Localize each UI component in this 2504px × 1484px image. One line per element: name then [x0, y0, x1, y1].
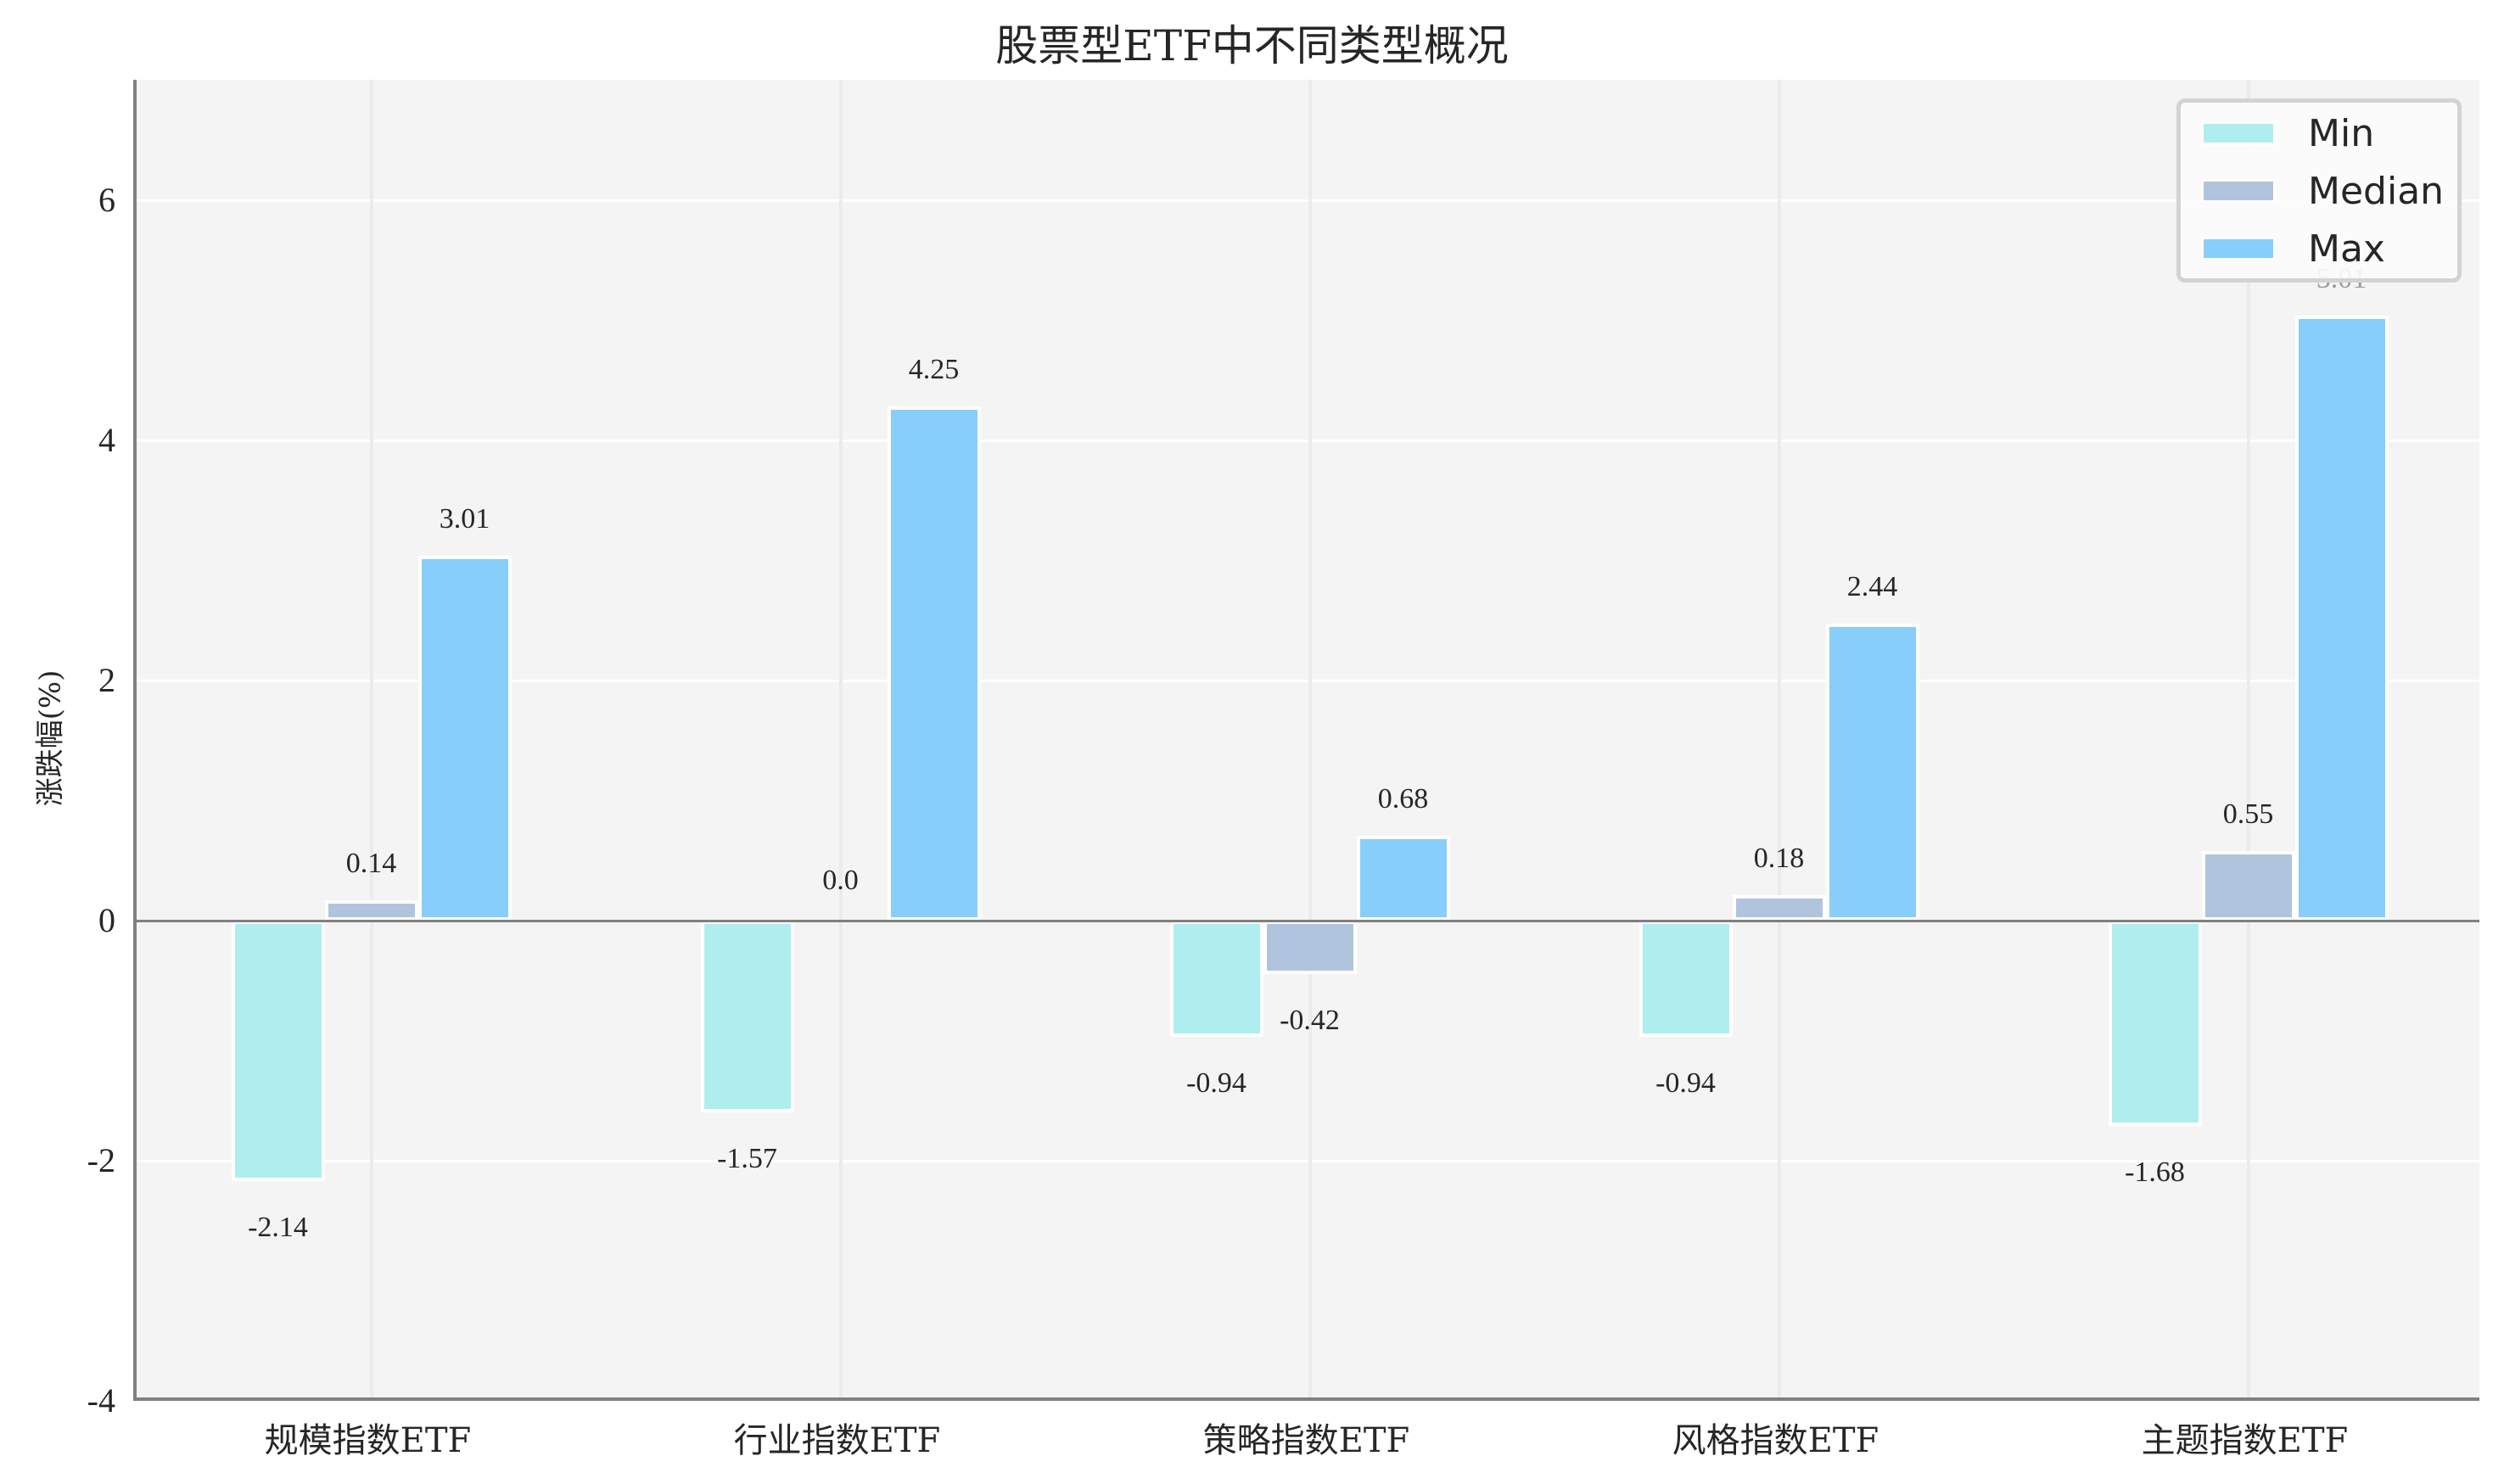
v-gridline	[2246, 80, 2250, 1397]
legend-item-min: Min	[2201, 112, 2374, 155]
bar-median	[1263, 920, 1357, 975]
bar-max	[887, 406, 981, 921]
value-label: -0.42	[1280, 1005, 1340, 1037]
value-label: -1.68	[2125, 1156, 2185, 1188]
x-tick-label: 主题指数ETF	[2141, 1421, 2349, 1460]
value-label: 0.55	[2222, 798, 2274, 830]
value-label: -1.57	[717, 1143, 777, 1175]
legend-label-min: Min	[2308, 111, 2375, 155]
value-label: 2.44	[1846, 571, 1898, 603]
bar-min	[1639, 920, 1733, 1037]
x-tick-label: 策略指数ETF	[1202, 1421, 1410, 1460]
bar-median	[1732, 895, 1826, 921]
legend-item-max: Max	[2201, 227, 2385, 271]
x-tick-label: 行业指数ETF	[733, 1421, 941, 1460]
plot-area: -2.14 0.14 3.01 -1.57 0.0 4.25 -0.94 -0.42 0.68 -…	[133, 80, 2479, 1401]
v-gridline	[1308, 80, 1312, 1397]
legend-item-median: Median	[2201, 170, 2444, 213]
legend-swatch-min	[2201, 121, 2276, 145]
legend-swatch-median	[2201, 179, 2276, 203]
value-label: 4.25	[908, 354, 960, 386]
value-label: 0.18	[1753, 843, 1805, 875]
bar-min	[231, 920, 325, 1181]
x-tick-label: 风格指数ETF	[1672, 1421, 1879, 1460]
legend: Min Median Max	[2176, 98, 2462, 283]
y-tick-label: -2	[87, 1140, 115, 1179]
bar-min	[2108, 920, 2202, 1126]
legend-label-median: Median	[2308, 169, 2445, 213]
bar-median	[2201, 850, 2295, 921]
y-tick-label: 2	[98, 660, 115, 699]
bar-max	[2294, 315, 2389, 921]
legend-swatch-max	[2201, 237, 2276, 260]
bar-max	[417, 555, 512, 921]
legend-label-max: Max	[2308, 227, 2385, 271]
x-tick-label: 规模指数ETF	[264, 1421, 472, 1460]
chart-title: 股票型ETF中不同类型概况	[995, 21, 1509, 70]
v-gridline	[369, 80, 373, 1397]
y-tick-label: -4	[87, 1381, 115, 1420]
value-label: 0.14	[345, 848, 397, 879]
value-label: 3.01	[439, 502, 490, 535]
value-label: -0.94	[1655, 1067, 1716, 1099]
bar-max	[1356, 835, 1450, 921]
bar-min	[700, 920, 794, 1113]
y-tick-label: 6	[98, 180, 115, 219]
v-gridline	[1777, 80, 1781, 1397]
bar-max	[1825, 624, 1919, 921]
bar-median	[324, 900, 418, 921]
value-label: -0.94	[1186, 1067, 1246, 1099]
y-tick-label: 4	[98, 420, 115, 459]
zero-line	[137, 919, 2479, 922]
y-tick-label: 0	[98, 900, 115, 939]
value-label: 0.68	[1377, 782, 1429, 815]
value-label: 0.0	[822, 864, 859, 896]
bar-min	[1169, 920, 1263, 1037]
v-gridline	[838, 80, 843, 1397]
value-label: -2.14	[248, 1211, 308, 1243]
